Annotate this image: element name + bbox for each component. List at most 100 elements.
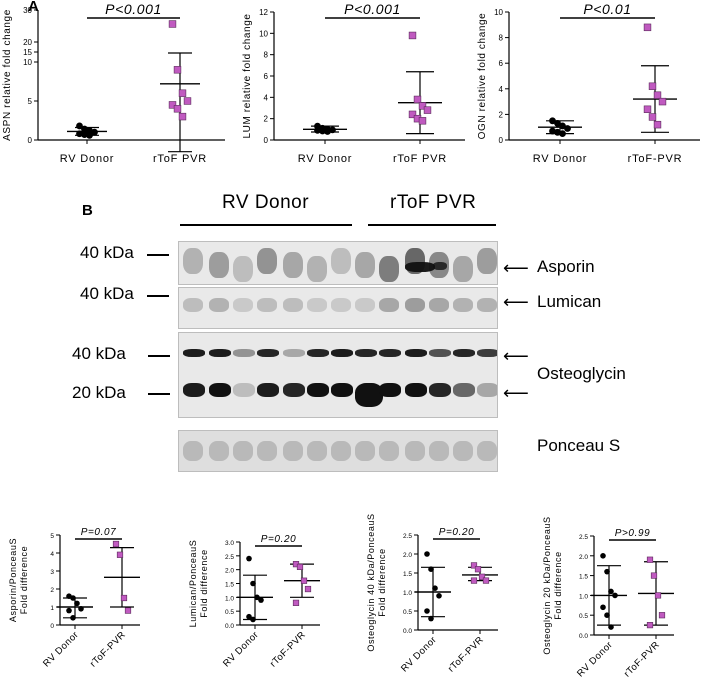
data-point [554,119,561,127]
y-tick-label: 6 [499,59,504,68]
marker-20kda-osteoglycin: 20 kDa [72,383,126,402]
data-point [646,622,654,629]
x-category-label: RV Donor [60,153,115,165]
data-point [418,102,427,110]
y-tick-label: 1.0 [403,590,412,597]
blot-band [283,252,303,278]
data-point [648,82,657,90]
blot-band [183,298,203,312]
p-value-label: P=0.07 [81,527,117,538]
panel-letter-b: B [82,202,93,219]
blot-band [355,383,383,407]
osteoglycin20-quant-chart: 0.0 0.5 1.0 1.5 2.0 2.5 Osteoglycin 20 kDa/Pon… [542,516,674,679]
data-point [423,106,432,114]
y-tick-label: 1.5 [579,574,588,581]
blot-band [209,441,229,461]
p-value-label: P<0.001 [344,1,401,17]
data-point [91,128,98,136]
y-tick-label: 3.0 [225,540,234,547]
data-point [604,612,610,618]
blot-band [331,248,351,274]
blot-band [283,441,303,461]
y-tick-label: 2 [499,110,504,119]
y-tick-label: 2.0 [579,554,588,561]
blot-band [355,349,377,357]
data-point [168,101,177,109]
blot-band [429,441,449,461]
data-point [413,95,422,104]
blot-band [477,248,497,274]
data-point [559,122,566,130]
data-point [408,31,417,40]
data-point [173,66,182,74]
marker-tick [147,295,169,297]
data-point [436,593,442,599]
y-tick-label: 1.0 [225,595,234,602]
arrow-left-icon: ⟵ [503,383,529,403]
blot-band [355,252,375,278]
y-tick-label: 0.0 [579,633,588,640]
blot-band [183,383,205,397]
blot-band [379,349,401,357]
data-point [168,20,177,28]
blot-band [477,298,497,312]
x-category-label: RV Donor [221,629,261,669]
y-tick-label: 3 [50,569,54,576]
blot-group-rv-donor: RV Donor [222,192,310,213]
blot-band [453,383,475,397]
y-tick-label: 4 [499,85,504,94]
p-value-label: P<0.01 [583,1,631,17]
blot-band [379,298,399,312]
y-tick-label: 2 [264,115,269,124]
data-point [173,105,182,113]
y-tick-label: 2.0 [403,552,412,559]
y-tick-label: 5 [50,533,54,540]
y-tick-label: 8 [499,34,504,43]
data-point [608,624,614,630]
x-category-label: RV Donor [575,639,615,679]
marker-tick [148,355,170,357]
data-point [66,607,72,614]
data-point [304,585,312,593]
y-tick-label: 10 [494,8,503,17]
data-point [658,612,666,619]
blot-band [307,383,329,397]
arrow-left-icon: ⟵ [503,292,529,312]
asporin-blot [178,241,498,285]
data-point [549,117,556,125]
data-point [650,572,658,579]
blot-band [453,349,475,357]
data-point [474,566,482,573]
rtof-pvr-bracket [368,224,496,226]
blot-band [209,298,229,312]
blot-band [257,248,277,274]
blot-band [257,298,277,312]
x-category-label: rToF-PVR [268,629,308,669]
y-axis-label-2: Fold difference [377,548,387,616]
y-tick-label: 8 [264,51,269,60]
data-point [86,131,93,139]
y-tick-label: 2.5 [225,554,234,561]
data-point [424,551,430,557]
blot-band [331,349,353,357]
marker-40kda-asporin: 40 kDa [80,243,134,262]
data-point [314,126,321,134]
x-category-label: rToF PVR [153,153,207,165]
blot-band [379,256,399,282]
y-tick-label: 5 [28,97,33,106]
y-axis-label-2: Fold difference [199,549,209,617]
data-point [600,553,606,559]
ogn-chart: 0 2 4 6 8 10 OGN relative fold change RV Donor r… [477,1,700,165]
blot-band [405,349,427,357]
y-tick-label: 4 [50,551,54,558]
data-point [424,608,430,614]
data-point [428,566,434,572]
data-point [178,112,187,121]
x-category-label: RV Donor [41,629,81,669]
data-point [74,600,80,607]
blot-band [433,262,447,270]
data-point [296,563,304,570]
y-tick-label: 0 [264,136,269,145]
y-axis-label: OGN relative fold change [477,13,488,140]
